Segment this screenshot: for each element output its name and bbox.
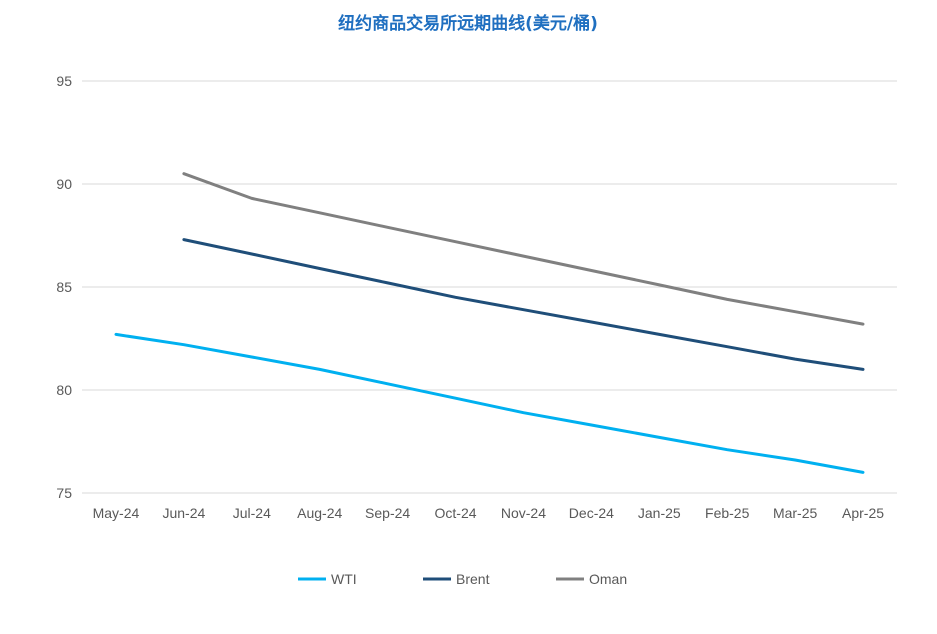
x-tick-label: Jul-24 (233, 505, 271, 521)
y-tick-label: 75 (56, 485, 72, 501)
x-tick-label: Jan-25 (638, 505, 681, 521)
x-tick-label: Feb-25 (705, 505, 750, 521)
y-tick-label: 90 (56, 176, 72, 192)
x-tick-label: Apr-25 (842, 505, 884, 521)
x-tick-label: Dec-24 (569, 505, 614, 521)
y-axis-ticks: 75 80 85 90 95 (56, 73, 72, 501)
x-tick-label: Nov-24 (501, 505, 546, 521)
series-lines (114, 172, 865, 474)
gridlines (82, 80, 897, 494)
x-tick-label: Sep-24 (365, 505, 410, 521)
y-tick-label: 95 (56, 73, 72, 89)
x-tick-label: May-24 (93, 505, 140, 521)
x-tick-label: Mar-25 (773, 505, 818, 521)
series-line-wti (114, 332, 865, 474)
y-tick-label: 85 (56, 279, 72, 295)
x-axis-ticks: May-24 Jun-24 Jul-24 Aug-24 Sep-24 Oct-24 Nov-… (93, 505, 885, 521)
chart-title: 纽约商品交易所远期曲线(美元/桶) (338, 13, 598, 34)
legend-label-wti: WTI (331, 571, 357, 587)
legend-label-brent: Brent (456, 571, 490, 587)
series-line-brent (182, 238, 865, 371)
x-tick-label: Jun-24 (162, 505, 205, 521)
series-line-oman (182, 172, 865, 326)
x-tick-label: Aug-24 (297, 505, 342, 521)
legend: WTI Brent Oman (298, 571, 627, 587)
legend-label-oman: Oman (589, 571, 627, 587)
x-tick-label: Oct-24 (435, 505, 477, 521)
y-tick-label: 80 (56, 382, 72, 398)
